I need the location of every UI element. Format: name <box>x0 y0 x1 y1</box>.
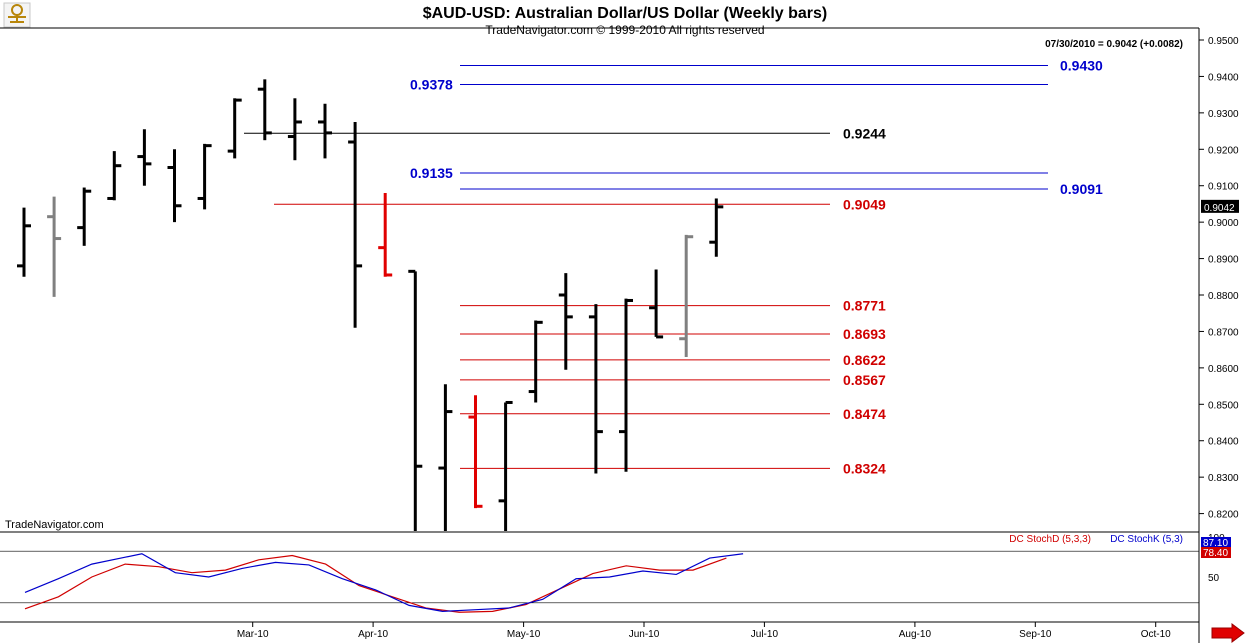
trade-navigator-logo-icon <box>3 2 31 28</box>
stochd-value-box <box>1201 547 1231 558</box>
time-tick-label: Oct-10 <box>1141 629 1171 640</box>
time-tick-label: Jul-10 <box>751 629 779 640</box>
price-bars <box>17 79 724 531</box>
price-tick-label: 0.8900 <box>1208 255 1239 266</box>
time-tick-label: Jun-10 <box>629 629 660 640</box>
price-axis: 0.9500 0.9400 0.9300 0.9200 0.9100 0.9000 0.89… <box>1199 36 1239 521</box>
price-tick-label: 0.8300 <box>1208 473 1239 484</box>
price-level-label: 0.9135 <box>410 165 453 181</box>
price-level-label: 0.9430 <box>1060 58 1103 74</box>
chart-title: $AUD-USD: Australian Dollar/US Dollar (W… <box>423 5 828 22</box>
stochd-legend: DC StochD (5,3,3) <box>1009 534 1091 545</box>
time-tick-label: Sep-10 <box>1019 629 1052 640</box>
price-tick-label: 0.9400 <box>1208 72 1239 83</box>
price-level-label: 0.9049 <box>843 196 886 212</box>
stoch-series-line <box>24 554 727 613</box>
price-level-label: 0.8324 <box>843 460 886 476</box>
time-tick-label: Apr-10 <box>358 629 388 640</box>
price-tick-label: 0.9100 <box>1208 182 1239 193</box>
stochk-value-box <box>1201 537 1231 548</box>
price-tick-label: 0.8500 <box>1208 400 1239 411</box>
price-tick-label: 0.8600 <box>1208 364 1239 375</box>
copyright-text: TradeNavigator.com © 1999-2010 All right… <box>485 23 764 37</box>
price-tick-label: 0.9000 <box>1208 218 1239 229</box>
time-tick-label: Mar-10 <box>237 629 269 640</box>
price-level-label: 0.9378 <box>410 76 453 92</box>
stochk-value: 87.10 <box>1203 538 1228 549</box>
price-tick-label: 0.8400 <box>1208 437 1239 448</box>
price-level-label: 0.8567 <box>843 372 886 388</box>
price-tick-label: 0.8200 <box>1208 510 1239 521</box>
current-price-marker: 0.9042 <box>1201 199 1239 214</box>
stoch-series-line <box>24 553 744 613</box>
last-quote-label: 07/30/2010 = 0.9042 (+0.0082) <box>1045 39 1183 50</box>
price-level-label: 0.9244 <box>843 125 886 141</box>
stochd-value: 78.40 <box>1203 548 1228 559</box>
price-tick-label: 0.8800 <box>1208 291 1239 302</box>
price-level-label: 0.8693 <box>843 326 886 342</box>
watermark-text: TradeNavigator.com <box>5 519 104 531</box>
price-level-label: 0.8771 <box>843 298 886 314</box>
price-level-label: 0.8622 <box>843 352 886 368</box>
price-tick-label: 0.8700 <box>1208 327 1239 338</box>
price-tick-label: 0.9200 <box>1208 145 1239 156</box>
price-levels: 0.9430 0.9378 0.9244 0.9135 0.9091 0.9049 0.87… <box>244 58 1103 476</box>
time-axis: Mar-10 Apr-10 May-10 Jun-10 Jul-10 Aug-10 Sep-… <box>237 622 1171 640</box>
price-tick-label: 0.9500 <box>1208 36 1239 47</box>
right-arrow-icon[interactable] <box>1211 623 1245 643</box>
time-tick-label: May-10 <box>507 629 541 640</box>
price-level-label: 0.9091 <box>1060 181 1103 197</box>
stochk-legend: DC StochK (5,3) <box>1110 534 1183 545</box>
price-tick-label: 0.9300 <box>1208 109 1239 120</box>
stoch-tick-label: 50 <box>1208 573 1220 584</box>
current-price-label: 0.9042 <box>1204 203 1235 214</box>
time-tick-label: Aug-10 <box>899 629 932 640</box>
price-level-label: 0.8474 <box>843 406 886 422</box>
